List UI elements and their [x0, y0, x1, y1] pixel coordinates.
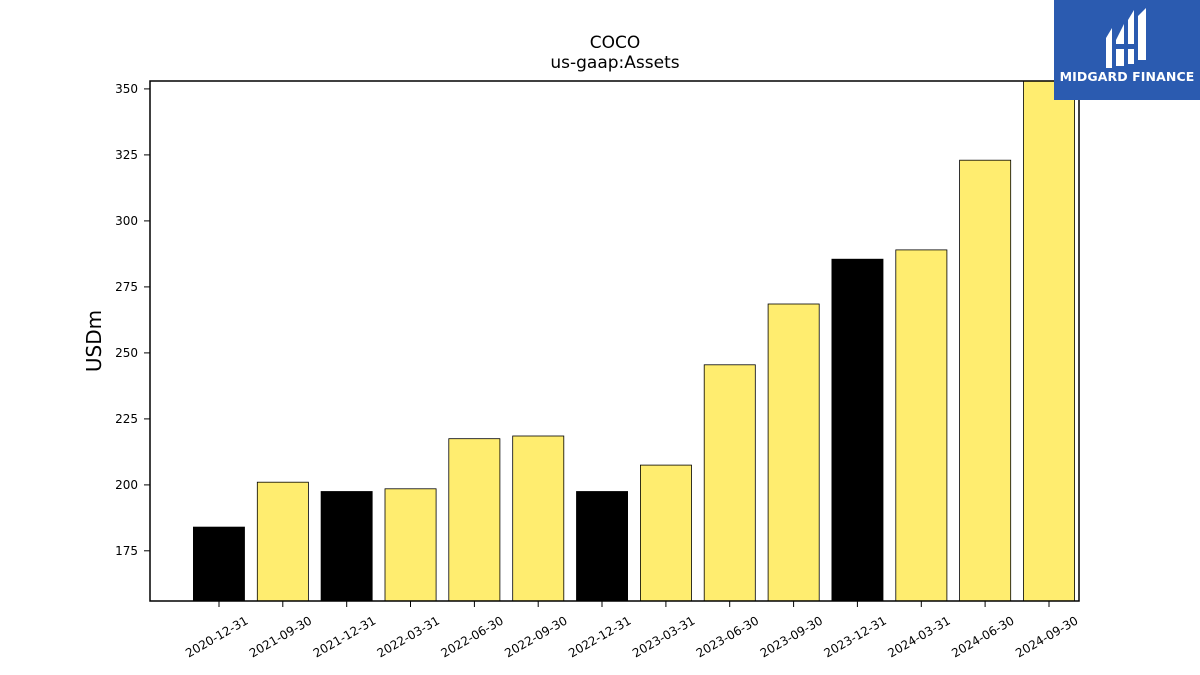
- x-tick-label: 2020-12-31: [183, 613, 250, 660]
- bar-2023-03-31: [640, 464, 692, 602]
- bar-2022-06-30: [448, 438, 501, 602]
- y-tick-label: 300: [115, 214, 138, 228]
- bar-2021-09-30: [256, 481, 309, 602]
- y-tick-label: 350: [115, 82, 138, 96]
- plot-frame: [149, 80, 1080, 602]
- bars-group: [192, 80, 1075, 602]
- y-tick-label: 275: [115, 280, 138, 294]
- y-axis: 175 200 225 250 275 300 325 350: [115, 82, 150, 558]
- x-tick-label: 2022-03-31: [375, 613, 442, 660]
- bar-2024-03-31: [895, 249, 948, 602]
- x-tick-label: 2024-03-31: [885, 613, 952, 660]
- y-tick-label: 250: [115, 346, 138, 360]
- x-tick-label: 2021-12-31: [311, 613, 378, 660]
- bar-2023-06-30: [703, 364, 756, 602]
- midgard-finance-logo: MIDGARD FINANCE: [1054, 0, 1200, 100]
- chart-subtitle: us-gaap:Assets: [550, 53, 679, 73]
- x-tick-label: 2024-06-30: [949, 613, 1016, 660]
- chart-title: COCO: [590, 33, 641, 53]
- x-tick-label: 2022-12-31: [566, 613, 633, 660]
- bar-2022-12-31: [576, 491, 628, 602]
- logo-mark-icon: [1106, 8, 1146, 68]
- y-tick-label: 225: [115, 412, 138, 426]
- bar-2022-09-30: [512, 435, 565, 602]
- bar-2023-09-30: [767, 303, 820, 602]
- x-tick-label: 2024-09-30: [1013, 613, 1080, 660]
- bar-2020-12-31: [192, 526, 245, 602]
- bar-2024-09-30: [1023, 80, 1075, 602]
- x-tick-label: 2022-09-30: [502, 613, 569, 660]
- x-tick-label: 2021-09-30: [247, 613, 314, 660]
- y-axis-label: USDm: [82, 310, 106, 372]
- x-tick-label: 2023-06-30: [694, 613, 761, 660]
- x-axis: 2020-12-312021-09-302021-12-312022-03-31…: [183, 601, 1081, 660]
- y-tick-label: 175: [115, 544, 138, 558]
- bar-2021-12-31: [320, 491, 373, 602]
- y-tick-label: 325: [115, 148, 138, 162]
- bar-2024-06-30: [959, 159, 1012, 602]
- x-tick-label: 2023-03-31: [630, 613, 697, 660]
- logo-text: MIDGARD FINANCE: [1059, 69, 1195, 84]
- x-tick-label: 2023-09-30: [758, 613, 825, 660]
- bar-2023-12-31: [831, 258, 884, 602]
- x-tick-label: 2022-06-30: [438, 613, 505, 660]
- x-tick-label: 2023-12-31: [821, 613, 888, 660]
- bar-2022-03-31: [384, 488, 437, 602]
- y-tick-label: 200: [115, 478, 138, 492]
